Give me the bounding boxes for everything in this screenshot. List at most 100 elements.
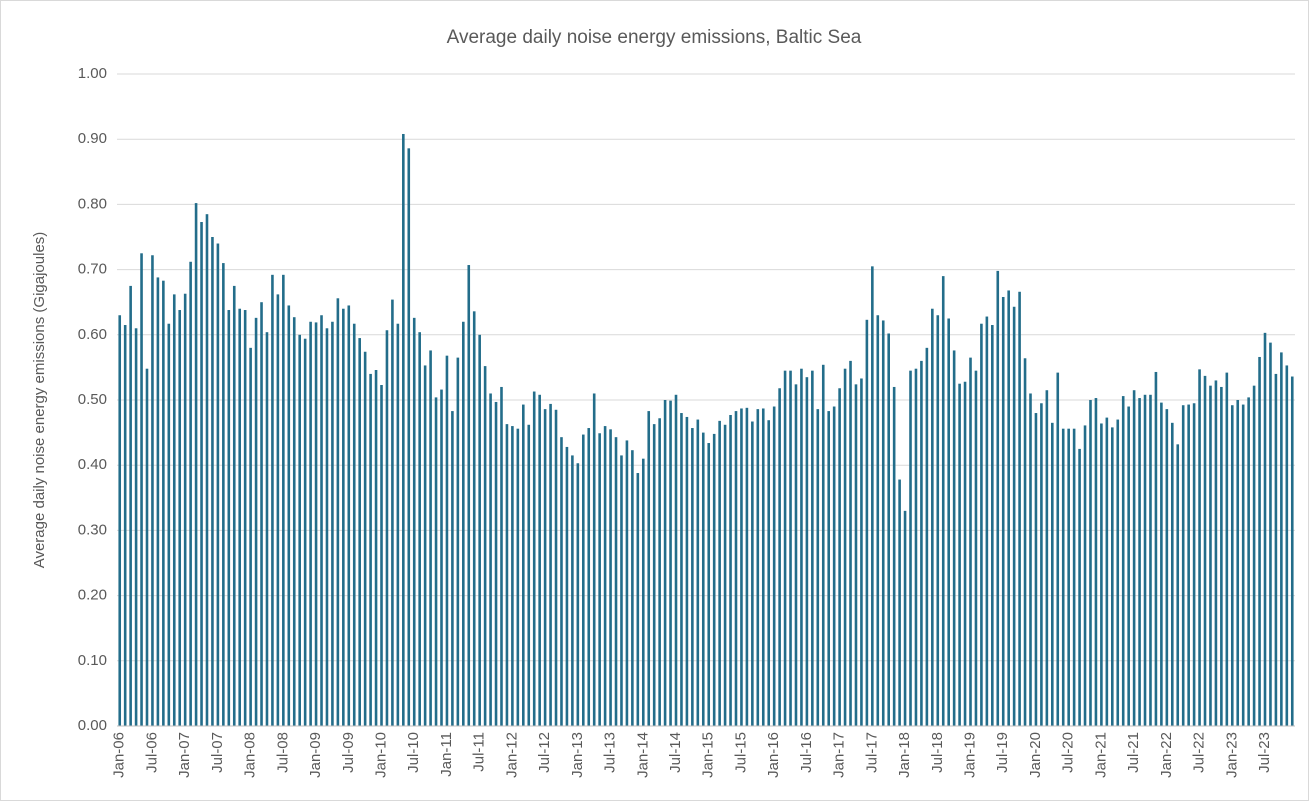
bar xyxy=(1274,373,1278,726)
bar xyxy=(200,222,203,726)
x-tick-label: Jan-15 xyxy=(700,732,717,778)
bar xyxy=(1170,422,1174,726)
bar xyxy=(358,338,361,726)
bar xyxy=(849,360,852,726)
x-tick-label: Jan-08 xyxy=(242,732,259,778)
bar xyxy=(385,330,389,726)
bar xyxy=(396,323,400,726)
bar xyxy=(467,265,471,726)
bar xyxy=(282,274,285,726)
bar xyxy=(352,323,356,726)
bar xyxy=(871,266,874,726)
chart-title: Average daily noise energy emissions, Ba… xyxy=(447,27,862,48)
bar xyxy=(516,428,520,726)
bar xyxy=(374,370,378,726)
bar xyxy=(134,328,138,726)
bar xyxy=(920,360,923,726)
x-tick-label: Jan-18 xyxy=(896,732,913,778)
bar xyxy=(391,299,394,726)
bar xyxy=(1263,332,1267,726)
bar xyxy=(162,280,165,726)
bar xyxy=(1138,398,1141,726)
bar xyxy=(936,315,940,726)
bar xyxy=(407,148,411,726)
bar xyxy=(603,426,607,726)
bar xyxy=(838,388,841,726)
bar xyxy=(925,347,929,726)
bar xyxy=(1132,390,1136,726)
bar xyxy=(451,411,454,726)
x-tick-label: Jul-09 xyxy=(340,732,357,773)
bar xyxy=(876,315,880,726)
bar xyxy=(331,321,334,726)
bar xyxy=(249,347,252,726)
bar xyxy=(522,404,525,726)
bar xyxy=(418,332,421,726)
bar xyxy=(1116,419,1120,726)
bar xyxy=(500,386,503,726)
bar xyxy=(811,370,814,726)
bar xyxy=(429,350,432,726)
bar xyxy=(952,350,956,726)
bar xyxy=(494,401,498,726)
bar xyxy=(549,403,552,726)
bar xyxy=(691,428,694,726)
bar xyxy=(129,285,132,726)
bar xyxy=(740,408,743,726)
bar xyxy=(1094,398,1098,726)
bar xyxy=(914,368,918,726)
bar xyxy=(1067,428,1070,726)
bar xyxy=(243,310,247,726)
y-axis-label: Average daily noise energy emissions (Gi… xyxy=(31,232,48,569)
bar xyxy=(1198,369,1201,726)
bar xyxy=(1143,394,1147,726)
bar xyxy=(1045,390,1049,726)
bar xyxy=(1214,380,1218,726)
bar xyxy=(751,421,754,726)
y-tick-label: 0.30 xyxy=(78,521,107,538)
bar xyxy=(1241,404,1245,726)
bar xyxy=(298,334,301,726)
bar xyxy=(996,270,1000,726)
bar xyxy=(701,432,705,726)
bar xyxy=(1160,402,1163,726)
bar xyxy=(1269,342,1272,726)
bar xyxy=(402,133,405,726)
bar xyxy=(576,463,580,726)
bar xyxy=(598,433,601,726)
bar xyxy=(1083,425,1087,726)
bar xyxy=(794,384,798,726)
bar xyxy=(222,263,225,726)
bar xyxy=(1236,400,1240,726)
bar xyxy=(1252,385,1256,726)
bar xyxy=(652,424,656,726)
x-tick-label: Jul-06 xyxy=(143,732,160,773)
x-tick-label: Jan-13 xyxy=(569,732,586,778)
x-tick-label: Jan-06 xyxy=(111,732,128,778)
bar xyxy=(647,411,651,726)
y-tick-label: 0.60 xyxy=(78,326,107,343)
bar xyxy=(423,365,427,726)
x-tick-label: Jan-11 xyxy=(438,732,455,777)
bar xyxy=(151,255,154,727)
bar xyxy=(1165,409,1169,726)
bar xyxy=(276,294,280,726)
y-tick-label: 0.20 xyxy=(78,587,107,604)
bar xyxy=(789,370,792,726)
bar xyxy=(527,424,531,726)
bar xyxy=(1225,372,1229,726)
bar xyxy=(1127,406,1130,726)
bar xyxy=(1247,397,1250,726)
bar xyxy=(756,409,760,726)
bar xyxy=(881,320,885,726)
bar xyxy=(778,388,781,726)
bar xyxy=(854,384,858,726)
bar xyxy=(1280,352,1283,726)
bar xyxy=(287,305,291,726)
bar xyxy=(314,322,318,726)
x-tick-label: Jan-10 xyxy=(372,732,389,778)
x-tick-label: Jul-15 xyxy=(732,732,749,773)
bar xyxy=(216,243,220,726)
bar xyxy=(505,424,509,726)
